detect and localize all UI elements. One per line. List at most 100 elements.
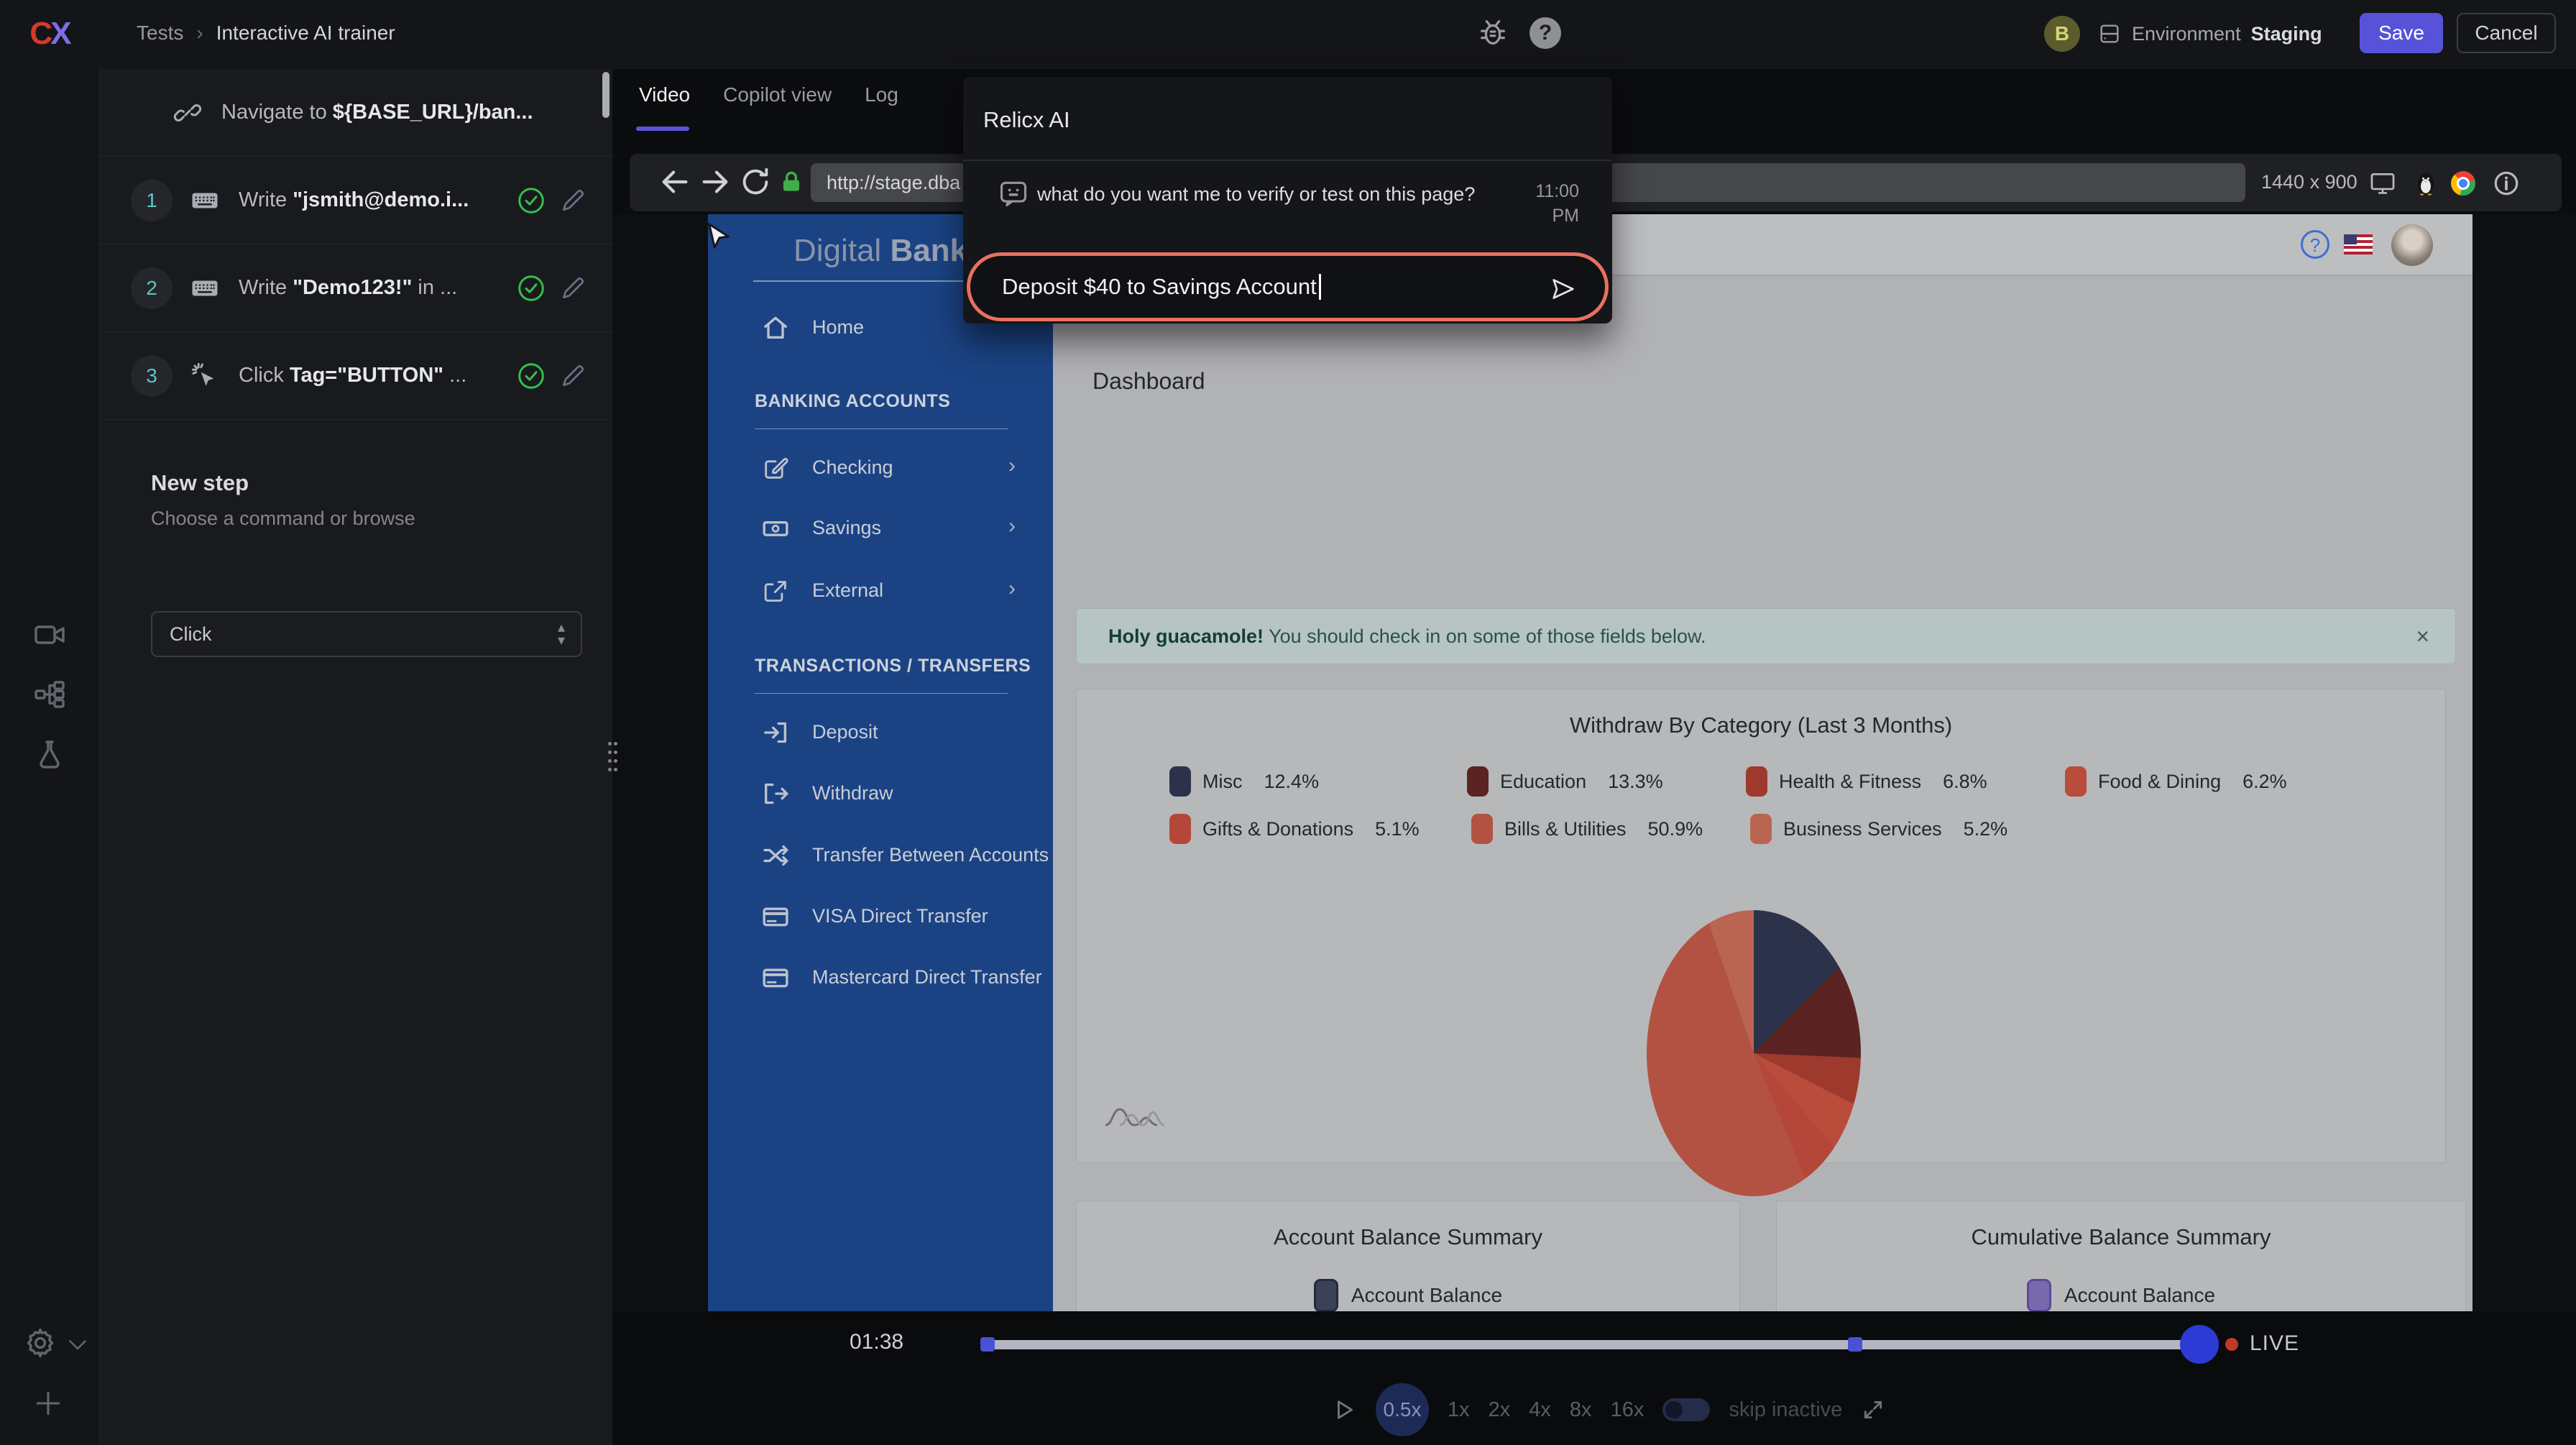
skip-inactive-toggle[interactable] [1662, 1398, 1711, 1421]
legend-swatch [1169, 766, 1191, 797]
play-icon[interactable] [1331, 1397, 1357, 1423]
chart-title: Withdraw By Category (Last 3 Months) [1569, 712, 1953, 738]
sign-out-icon [761, 779, 790, 808]
steps-scrollbar[interactable] [602, 72, 610, 118]
step-row-1[interactable]: 1 Write "jsmith@demo.i... [99, 157, 612, 244]
message-timestamp: 11:00 PM [1535, 181, 1579, 226]
legend-swatch [1750, 814, 1772, 844]
environment-label: Environment [2132, 22, 2241, 45]
bank-help-icon[interactable]: ? [2301, 230, 2329, 259]
send-icon[interactable] [1549, 275, 1578, 303]
speed-1x[interactable]: 1x [1448, 1398, 1470, 1421]
forward-icon[interactable] [699, 165, 732, 198]
sidebar-item-home[interactable]: Home [708, 309, 1053, 349]
edit-step-icon[interactable] [559, 362, 586, 390]
avatar[interactable]: B [2044, 16, 2080, 52]
speed-0.5x[interactable]: 0.5x [1376, 1383, 1429, 1436]
new-step-section: New step Choose a command or browse [151, 470, 582, 530]
app-logo[interactable]: CX [29, 16, 71, 51]
divider [963, 160, 1612, 161]
breadcrumb: Tests › Interactive AI trainer [137, 22, 395, 45]
timeline-track[interactable] [983, 1340, 2199, 1349]
legend-item: Bills & Utilities 50.9% [1471, 814, 1703, 844]
help-icon[interactable]: ? [1530, 17, 1561, 49]
step-row-navigate[interactable]: Navigate to ${BASE_URL}/ban... [99, 69, 612, 157]
add-icon[interactable] [32, 1387, 64, 1419]
breadcrumb-current: Interactive AI trainer [216, 22, 395, 44]
monitor-icon[interactable] [2369, 170, 2396, 197]
legend-item: Business Services 5.2% [1750, 814, 2007, 844]
live-dot [2225, 1338, 2238, 1351]
sidebar-item-mastercard-direct-transfer[interactable]: Mastercard Direct Transfer [708, 959, 1053, 999]
video-camera-icon[interactable] [32, 617, 67, 651]
sidebar-item-deposit[interactable]: Deposit [708, 714, 1053, 754]
tab-video[interactable]: Video [639, 83, 691, 106]
bank-user-avatar[interactable] [2391, 224, 2433, 266]
speed-8x[interactable]: 8x [1569, 1398, 1592, 1421]
sidebar-item-external[interactable]: External › [708, 572, 1053, 613]
pointer-cursor-icon [702, 220, 735, 253]
page-title: Dashboard [1092, 368, 1205, 394]
sidebar-item-visa-direct-transfer[interactable]: VISA Direct Transfer [708, 898, 1053, 938]
cancel-button[interactable]: Cancel [2457, 13, 2556, 53]
legend-label: Gifts & Donations [1202, 817, 1354, 840]
command-select[interactable]: Click ▴ ▾ [151, 611, 582, 657]
ai-prompt-input[interactable]: Deposit $40 to Savings Account [967, 252, 1609, 321]
speed-4x[interactable]: 4x [1529, 1398, 1551, 1421]
linux-icon [2412, 170, 2439, 197]
tab-copilot-view[interactable]: Copilot view [723, 83, 832, 106]
edit-step-icon[interactable] [559, 187, 586, 214]
chevron-down-icon[interactable] [65, 1331, 91, 1357]
close-icon[interactable]: × [2416, 623, 2429, 649]
legend-swatch [1746, 766, 1767, 797]
keyboard-icon [190, 185, 220, 216]
sidebar-item-savings[interactable]: Savings › [708, 510, 1053, 550]
check-circle-icon [516, 273, 546, 303]
language-flag-icon[interactable] [2344, 234, 2373, 254]
playhead[interactable] [2180, 1325, 2219, 1364]
legend-value: 5.1% [1375, 817, 1420, 840]
main-content: Video Copilot view Log http://stage.dba 14… [612, 69, 2576, 1445]
chat-bubble-icon [998, 178, 1029, 209]
edit-step-icon[interactable] [559, 275, 586, 302]
flask-icon[interactable] [32, 738, 67, 772]
bug-icon[interactable] [1476, 16, 1509, 49]
speed-2x[interactable]: 2x [1488, 1398, 1511, 1421]
step-row-2[interactable]: 2 Write "Demo123!" in ... [99, 244, 612, 332]
timeline-marker[interactable] [1848, 1337, 1862, 1352]
legend-label: Business Services [1783, 817, 1942, 840]
sidebar-item-withdraw[interactable]: Withdraw [708, 775, 1053, 815]
check-circle-icon [516, 185, 546, 216]
test-steps-panel: Navigate to ${BASE_URL}/ban... 1 Write "… [99, 69, 612, 1445]
step-row-3[interactable]: 3 Click Tag="BUTTON" ... [99, 332, 612, 420]
legend-label: Misc [1202, 770, 1243, 792]
timeline-marker[interactable] [980, 1337, 995, 1352]
sidebar-item-checking[interactable]: Checking › [708, 449, 1053, 490]
info-icon[interactable] [2493, 170, 2520, 197]
app-header: Tests › Interactive AI trainer ? B Envir… [99, 0, 2576, 69]
fullscreen-icon[interactable] [1861, 1398, 1885, 1422]
legend-swatch [1313, 1279, 1338, 1312]
environment-selector[interactable]: Environment Staging [2097, 22, 2322, 46]
panel-resize-handle[interactable] [608, 742, 620, 779]
lock-icon [778, 168, 805, 196]
edit-square-icon [761, 454, 790, 482]
reload-icon[interactable] [739, 165, 772, 198]
chrome-browser-icon [2451, 171, 2475, 196]
speed-16x[interactable]: 16x [1610, 1398, 1644, 1421]
video-player-bar: 01:38 LIVE 0.5x 1x 2x 4x 8x 16x skip inactive [612, 1311, 2576, 1445]
step-text: Write "Demo123!" in ... [239, 276, 458, 299]
bank-content: Dashboard Holy guacamole! You should che… [1053, 275, 2472, 1445]
tab-log[interactable]: Log [865, 83, 898, 106]
chevron-right-icon: › [1008, 514, 1016, 538]
flow-tree-icon[interactable] [32, 677, 67, 712]
save-button[interactable]: Save [2360, 13, 2443, 53]
legend-item: Gifts & Donations 5.1% [1169, 814, 1420, 844]
chevron-right-icon: › [1008, 454, 1016, 477]
breadcrumb-root[interactable]: Tests [137, 22, 184, 44]
ai-message: what do you want me to verify or test on… [1037, 183, 1476, 205]
sidebar-item-transfer-between-accounts[interactable]: Transfer Between Accounts [708, 837, 1053, 877]
sign-in-icon [761, 718, 790, 747]
back-icon[interactable] [658, 165, 691, 198]
gear-icon[interactable] [23, 1326, 58, 1360]
